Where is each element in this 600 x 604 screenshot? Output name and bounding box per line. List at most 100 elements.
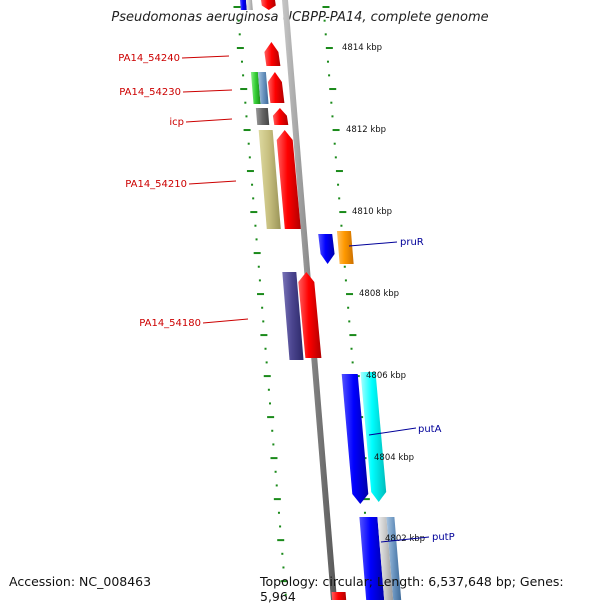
- tick-mark: [267, 388, 270, 391]
- scale-label: 4814 kbp: [342, 43, 382, 53]
- tick-mark: [245, 115, 248, 118]
- tick-mark: [346, 293, 354, 296]
- topology-value: circular: [322, 574, 369, 589]
- accession-value: NC_008463: [79, 574, 152, 589]
- tick-mark: [270, 457, 278, 460]
- tick-mark: [251, 183, 254, 186]
- leader-lines: [181, 55, 430, 543]
- tick-mark: [244, 101, 247, 104]
- gene-block: [258, 130, 281, 229]
- gene-arrow: [272, 108, 289, 125]
- tick-mark: [268, 402, 271, 405]
- gene-labels: PA14_54240 PA14_54230 icp PA14_54210 PA1…: [118, 53, 454, 543]
- gene-arrow: [298, 272, 322, 358]
- tick-mark: [237, 19, 240, 22]
- tick-mark: [335, 170, 343, 173]
- tick-mark: [328, 74, 331, 77]
- tick-mark: [261, 306, 264, 309]
- tick-mark: [334, 156, 337, 159]
- length-value: 6,537,648 bp: [428, 574, 512, 589]
- tick-mark: [338, 197, 341, 200]
- gene-block: [377, 517, 394, 600]
- tick-mark: [281, 552, 284, 555]
- tick-mark: [252, 197, 255, 200]
- gene-arrow: [267, 72, 285, 103]
- tick-mark: [333, 142, 336, 145]
- tick-mark: [331, 115, 334, 118]
- tick-mark: [267, 416, 275, 419]
- tick-mark: [340, 224, 343, 227]
- tick-mark: [253, 252, 261, 255]
- accession-label: Accession:: [9, 574, 80, 589]
- topology-label: Topology:: [260, 574, 323, 589]
- gene-label: PA14_54210: [125, 179, 187, 190]
- gene-arrow: [276, 130, 301, 229]
- tick-mark: [280, 580, 288, 583]
- tick-mark: [246, 170, 254, 173]
- scale-label: 4812 kbp: [346, 125, 386, 135]
- tick-mark: [279, 525, 282, 528]
- tick-mark: [348, 320, 351, 323]
- tick-mark: [325, 47, 333, 50]
- tick-mark: [273, 498, 281, 501]
- gene-label: pruR: [400, 237, 424, 248]
- gene-block: [257, 72, 269, 104]
- gene-label: PA14_54230: [119, 87, 181, 98]
- tick-mark: [350, 347, 353, 350]
- gene-arrow: [264, 42, 281, 66]
- gene-arrow: [318, 234, 335, 264]
- gene-block: [336, 231, 354, 264]
- tick-mark: [240, 60, 243, 63]
- scale-label: 4804 kbp: [374, 453, 414, 463]
- tick-mark: [323, 19, 326, 22]
- tick-mark: [255, 238, 258, 241]
- tick-mark: [254, 224, 257, 227]
- tick-mark: [326, 60, 329, 63]
- tick-mark: [330, 101, 333, 104]
- tick-mark: [277, 539, 285, 542]
- gene-arrow: [341, 374, 369, 504]
- gene-label: putA: [418, 424, 442, 435]
- tick-mark: [250, 211, 258, 214]
- tick-mark: [337, 183, 340, 186]
- gene-block: [386, 517, 402, 600]
- tick-mark: [284, 593, 287, 596]
- tick-mark: [260, 334, 268, 337]
- tick-mark: [275, 484, 278, 487]
- gene-block: [282, 272, 304, 360]
- tick-mark: [347, 306, 350, 309]
- tick-mark: [242, 74, 245, 77]
- tick-mark: [264, 347, 267, 350]
- tick-mark: [240, 88, 248, 91]
- tick-mark: [257, 293, 265, 296]
- gene-features: [240, 0, 402, 600]
- tick-mark: [332, 129, 340, 132]
- gene-block: [331, 592, 347, 600]
- tick-mark: [351, 361, 354, 364]
- tick-mark: [344, 279, 347, 282]
- tick-mark: [236, 47, 244, 50]
- gene-label: PA14_54180: [139, 318, 201, 329]
- tick-mark: [258, 279, 261, 282]
- tick-mark: [265, 361, 268, 364]
- tick-mark: [233, 6, 241, 8]
- tick-mark: [271, 429, 274, 432]
- scale-label: 4810 kbp: [352, 207, 392, 217]
- genes-value: 5,964: [260, 589, 296, 604]
- tick-mark: [248, 156, 251, 159]
- tick-mark: [262, 320, 265, 323]
- tick-mark: [238, 33, 241, 36]
- tick-mark: [257, 265, 260, 268]
- tick-mark: [339, 211, 347, 214]
- gene-block: [250, 72, 261, 104]
- tick-mark: [282, 566, 285, 569]
- gene-block: [240, 0, 247, 10]
- tick-mark: [263, 375, 271, 378]
- tick-mark: [362, 498, 370, 501]
- gene-label: PA14_54240: [118, 53, 180, 64]
- gene-arrow: [360, 372, 387, 502]
- scale-label: 4808 kbp: [359, 289, 399, 299]
- map-title: Pseudomonas aeruginosa UCBPP-PA14, compl…: [111, 10, 489, 25]
- tick-mark: [324, 33, 327, 36]
